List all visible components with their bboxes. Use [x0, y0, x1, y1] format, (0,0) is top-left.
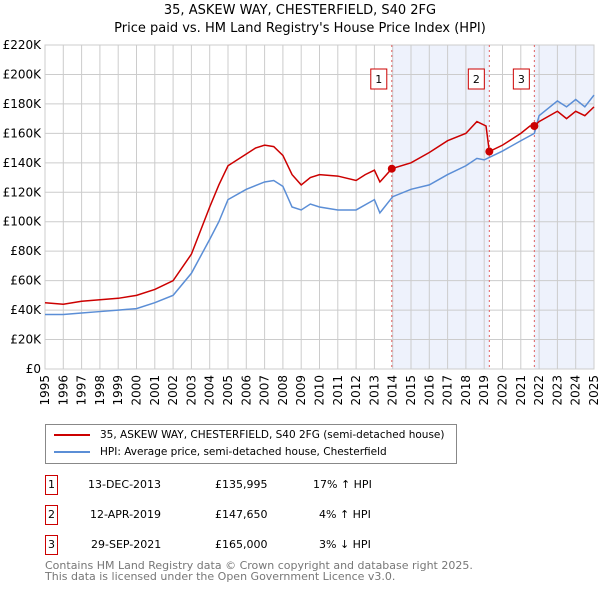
sale-label-box	[512, 68, 530, 90]
y-tick-label: £120K	[3, 185, 43, 199]
sale-label: 3	[518, 73, 525, 86]
footer-line-1: Contains HM Land Registry data © Crown c…	[45, 559, 473, 572]
x-tick-label: 2001	[148, 375, 162, 406]
x-tick-label: 2015	[404, 375, 418, 406]
legend-label-hpi: HPI: Average price, semi-detached house,…	[100, 446, 387, 458]
sale-label-box	[370, 68, 388, 90]
sale-row: 2 12-APR-2019 £147,650 4% ↑ HPI	[45, 505, 445, 525]
x-tick-label: 2022	[532, 375, 546, 406]
sale-price: £135,995	[215, 478, 268, 491]
x-tick-label: 2017	[441, 375, 455, 406]
sale-point	[530, 122, 539, 130]
y-tick-label: £160K	[3, 126, 43, 140]
sale-price: £147,650	[215, 508, 268, 521]
sale-marker-badge: 3	[45, 535, 58, 555]
x-tick-label: 2011	[331, 375, 345, 406]
x-tick-label: 2003	[184, 375, 198, 406]
x-tick-label: 2016	[422, 375, 436, 406]
sale-label-box	[467, 68, 485, 90]
sale-price: £165,000	[215, 538, 268, 551]
x-tick-label: 1997	[75, 375, 89, 406]
sale-marker-badge: 1	[45, 475, 58, 495]
y-tick-label: £0	[26, 362, 41, 376]
legend-red-line	[54, 434, 90, 436]
y-tick-label: £180K	[3, 97, 43, 111]
y-tick-label: £20K	[10, 333, 42, 347]
sale-hpi: 4% ↑ HPI	[319, 508, 371, 521]
sale-hpi: 17% ↑ HPI	[313, 478, 372, 491]
sale-hpi: 3% ↓ HPI	[319, 538, 371, 551]
y-tick-label: £80K	[10, 244, 42, 258]
x-tick-label: 2012	[349, 375, 363, 406]
chart-subtitle: Price paid vs. HM Land Registry's House …	[114, 21, 486, 36]
legend: 35, ASKEW WAY, CHESTERFIELD, S40 2FG (se…	[45, 424, 457, 464]
legend-label-property: 35, ASKEW WAY, CHESTERFIELD, S40 2FG (se…	[100, 429, 445, 441]
x-tick-label: 1996	[56, 375, 70, 406]
plot-border	[44, 44, 595, 370]
x-tick-label: 1999	[111, 375, 125, 406]
y-tick-label: £100K	[3, 215, 43, 229]
y-tick-label: £220K	[3, 38, 43, 52]
series-line	[45, 94, 595, 316]
series-line	[44, 106, 595, 305]
y-tick-label: £200K	[3, 67, 43, 81]
sale-marker-badge: 2	[45, 505, 58, 525]
x-tick-label: 2013	[367, 375, 381, 406]
x-tick-label: 2025	[587, 375, 600, 406]
sale-date: 29-SEP-2021	[91, 538, 162, 551]
x-tick-label: 2021	[514, 375, 528, 406]
x-tick-label: 2009	[294, 375, 308, 406]
sale-label: 1	[375, 73, 382, 86]
x-tick-label: 1998	[93, 375, 107, 406]
x-tick-label: 2014	[386, 375, 400, 406]
chart-title: 35, ASKEW WAY, CHESTERFIELD, S40 2FG	[163, 3, 437, 18]
sale-date: 13-DEC-2013	[88, 478, 162, 491]
x-tick-label: 2002	[166, 375, 180, 406]
sale-point	[485, 147, 494, 156]
x-tick-label: 2020	[496, 375, 510, 406]
sale-point	[387, 164, 396, 173]
x-tick-label: 2019	[477, 375, 491, 406]
footer-line-2: This data is licensed under the Open Gov…	[45, 570, 396, 583]
x-tick-label: 2007	[258, 375, 272, 406]
y-tick-label: £140K	[3, 156, 43, 170]
x-tick-label: 2010	[313, 375, 327, 406]
plot: £0 £20K £40K £60K £80K £100K £120K £140K £160K £1…	[3, 38, 600, 406]
shaded-region	[391, 45, 490, 369]
sale-row: 1 13-DEC-2013 £135,995 17% ↑ HPI	[45, 475, 445, 495]
legend-blue-line	[54, 451, 90, 453]
sale-label: 2	[473, 73, 480, 86]
shaded-region	[534, 45, 594, 369]
x-tick-label: 2004	[203, 375, 217, 406]
y-tick-label: £60K	[10, 274, 42, 288]
x-tick-label: 2024	[569, 375, 583, 406]
sale-row: 3 29-SEP-2021 £165,000 3% ↓ HPI	[45, 535, 445, 555]
x-tick-label: 2006	[239, 375, 253, 406]
x-tick-label: 2008	[276, 375, 290, 406]
x-tick-label: 2023	[550, 375, 564, 406]
x-tick-label: 1995	[38, 375, 52, 406]
sale-date: 12-APR-2019	[90, 508, 162, 521]
footer: Contains HM Land Registry data © Crown c…	[45, 560, 473, 582]
x-tick-label: 2018	[459, 375, 473, 406]
x-tick-label: 2000	[130, 375, 144, 406]
y-tick-label: £40K	[10, 303, 42, 317]
x-tick-label: 2005	[221, 375, 235, 406]
